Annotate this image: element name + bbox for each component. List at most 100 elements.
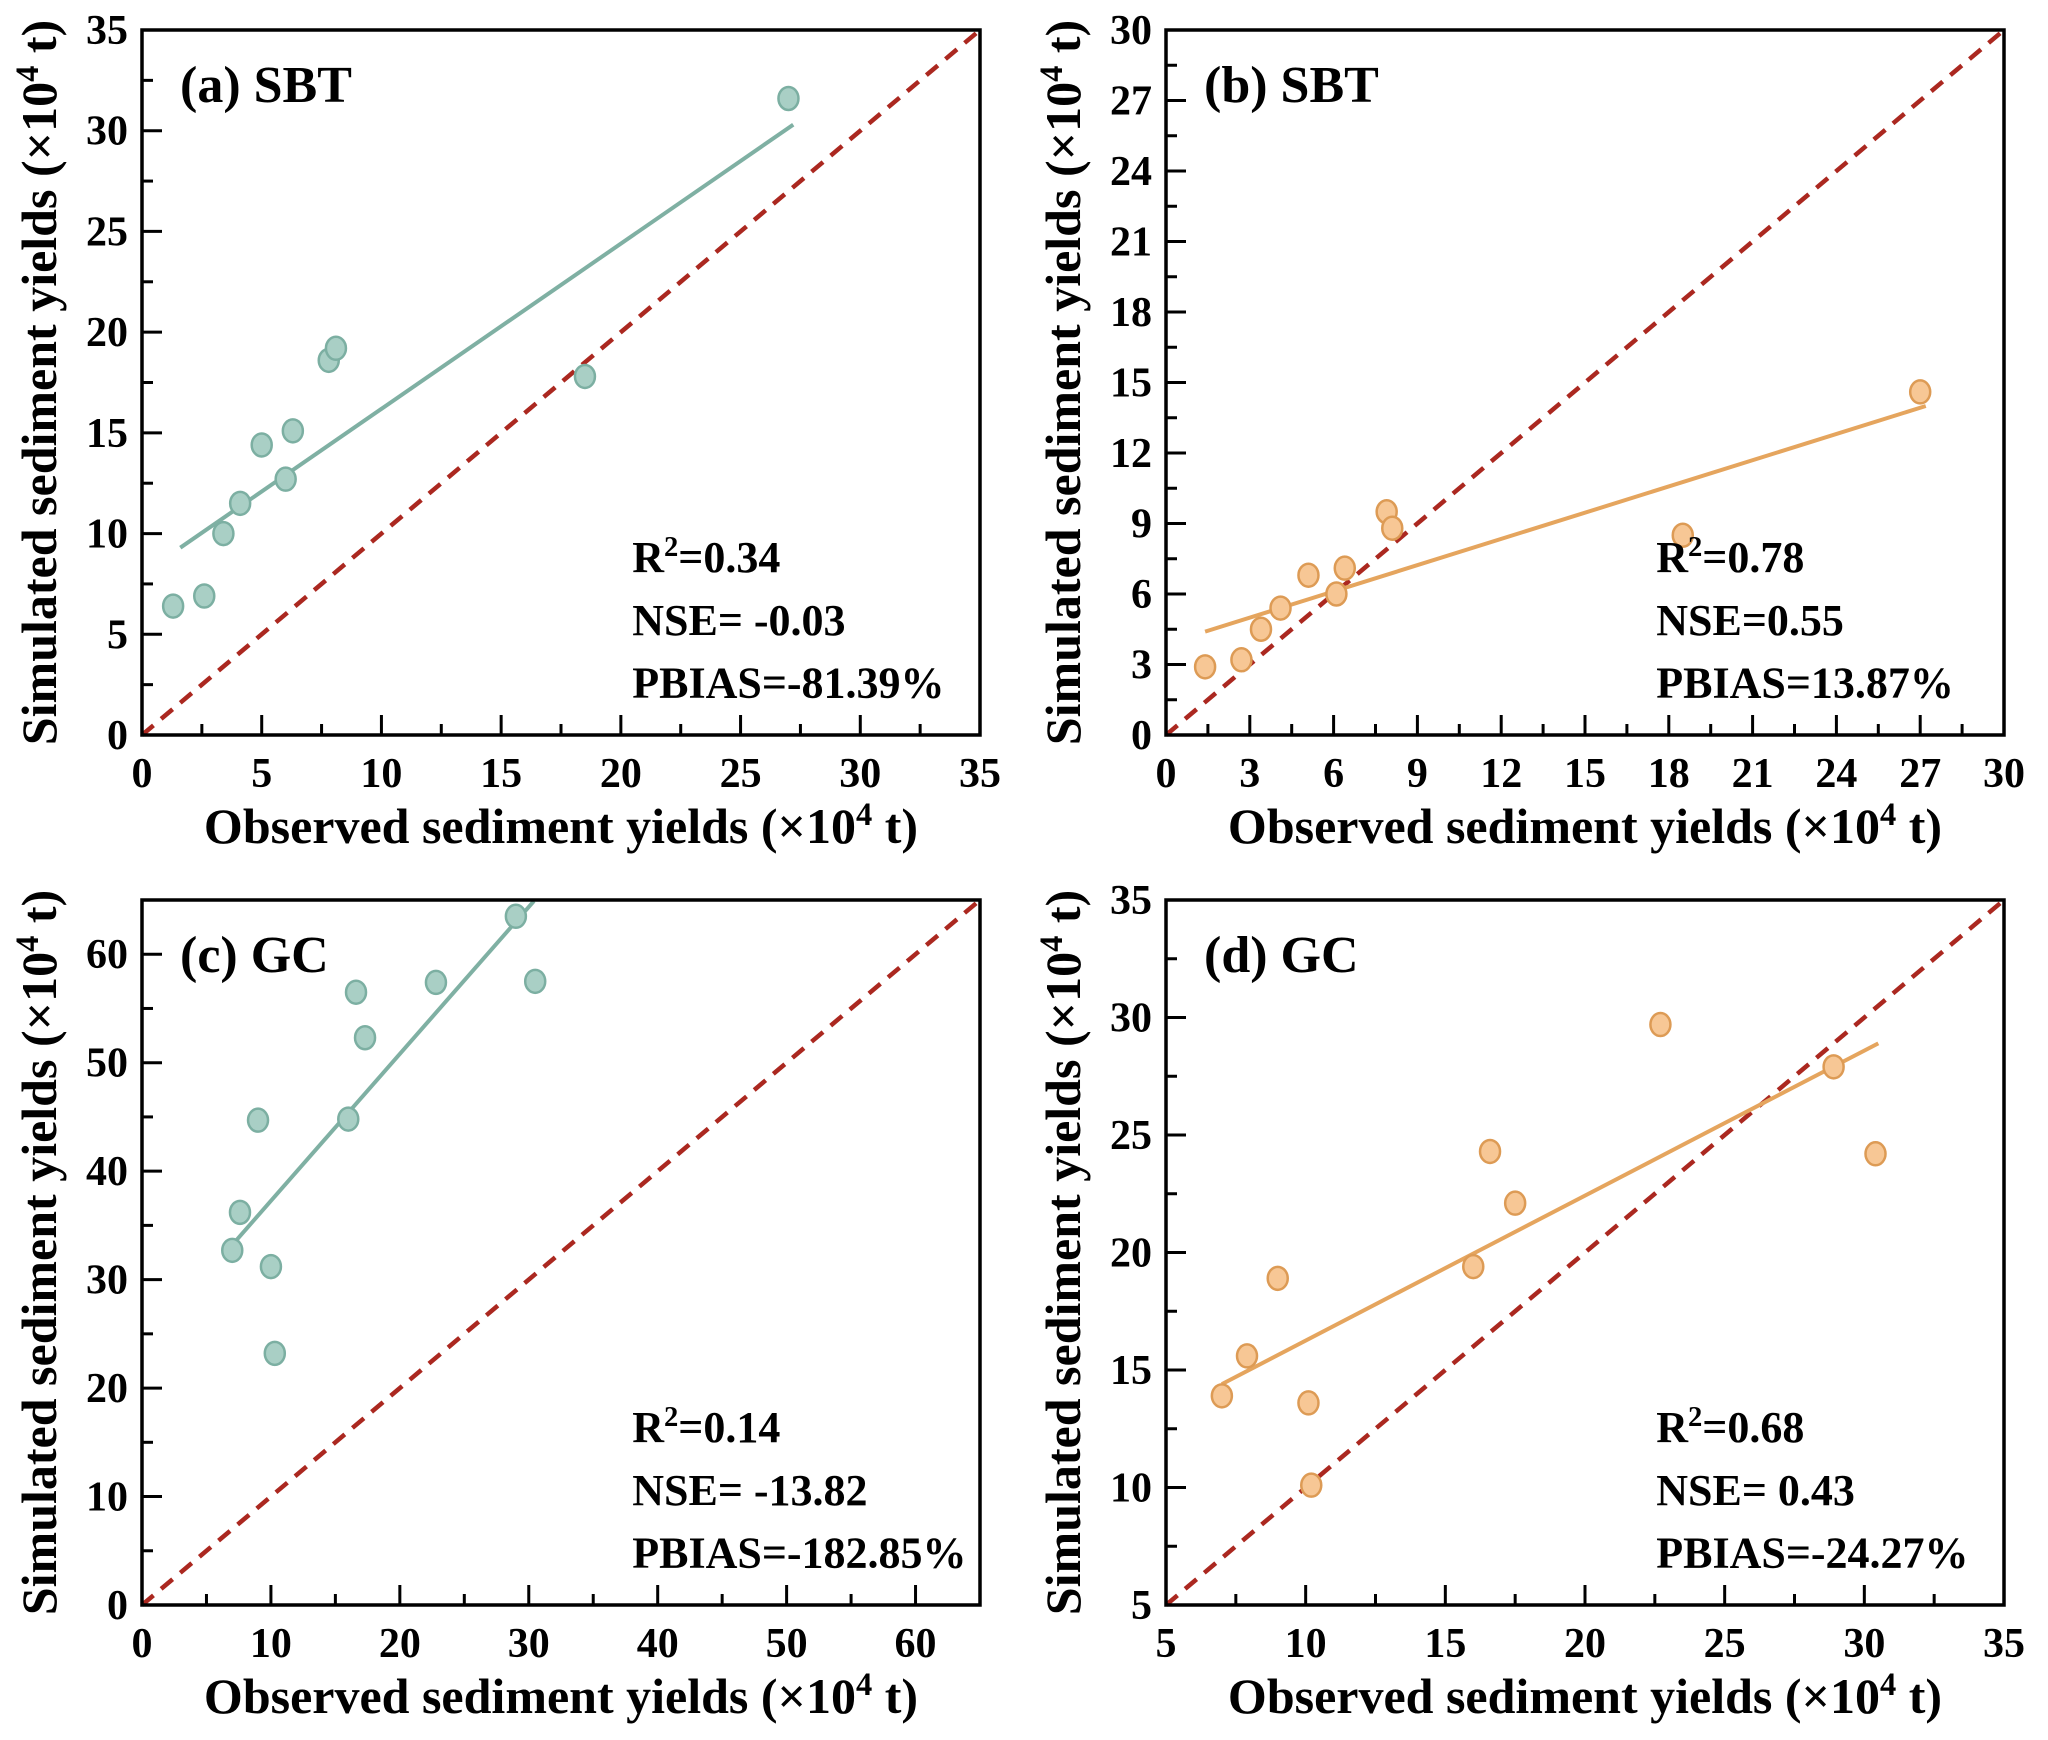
fit-line [1220,1041,1880,1386]
y-tick-label: 27 [1110,79,1152,125]
data-point [1462,1253,1485,1280]
x-tick-label: 15 [480,751,522,797]
y-axis-title: Simulated sediment yields (×104 t) [1034,890,1091,1615]
data-point [504,903,528,930]
y-axis-title: Simulated sediment yields (×104 t) [1034,20,1091,745]
data-point [1671,522,1695,548]
stat-r2: R2=0.34 [632,532,780,582]
y-tick-label: 18 [1110,290,1152,336]
data-point [344,979,368,1005]
x-tick-label: 24 [1815,751,1857,797]
x-tick-label: 27 [1899,751,1941,797]
data-point [1864,1141,1887,1167]
x-tick-label: 5 [1156,1621,1177,1667]
stat-nse: NSE= -0.03 [632,596,845,645]
data-point [1908,379,1932,405]
data-point [1478,1138,1502,1165]
data-point [573,363,597,390]
x-tick-label: 40 [637,1621,679,1667]
x-tick-label: 3 [1239,751,1260,797]
x-tick-label: 10 [360,751,402,797]
y-tick-label: 30 [86,1258,128,1304]
y-tick-label: 10 [86,1475,128,1521]
data-point [1503,1190,1527,1216]
data-point [777,85,800,112]
x-tick-label: 35 [1983,1621,2025,1667]
data-point [1333,555,1357,581]
x-tick-label: 5 [251,751,272,797]
identity-line [140,28,982,737]
data-point [1381,515,1404,541]
y-tick-label: 3 [1131,643,1152,689]
data-point [1266,1265,1289,1292]
data-point [1210,1383,1234,1409]
data-point [1297,562,1320,588]
data-point [193,583,216,609]
stat-nse: NSE=0.55 [1656,596,1844,645]
x-tick-label: 15 [1424,1621,1466,1667]
x-tick-label: 30 [508,1621,550,1667]
y-tick-label: 35 [86,8,128,54]
identity-line [140,898,982,1607]
panel-title: (b) SBT [1204,57,1379,114]
stat-pbias: PBIAS=-182.85% [632,1529,966,1578]
data-point [1269,595,1292,621]
y-tick-label: 30 [1110,8,1152,54]
data-point [1235,1343,1259,1369]
panel-a-chart: 0 5 10 15 20 25 30 35 0 5 10 15 20 25 30 35 (a) SBT Obser… [10,8,1001,854]
x-tick-label: 12 [1480,751,1522,797]
y-tick-label: 15 [86,411,128,457]
panel-b-chart: 0 3 6 9 12 15 18 21 24 27 30 0 3 6 9 12 15 18 21 24 27 30 (b) … [1034,8,2025,854]
data-point [228,1199,252,1226]
stat-nse: NSE= 0.43 [1656,1466,1855,1515]
panel-title: (a) SBT [180,57,352,114]
x-axis-title: Observed sediment yields (×104 t) [1228,797,1942,854]
panel-c-chart: 0 10 20 30 40 50 60 0 10 20 30 40 50 60 (c) GC Observed… [10,890,982,1724]
y-tick-label: 0 [1131,713,1152,759]
x-tick-label: 20 [379,1621,421,1667]
stat-pbias: PBIAS=13.87% [1656,659,1954,708]
x-tick-label: 9 [1407,751,1428,797]
stat-nse: NSE= -13.82 [632,1466,867,1515]
fit-line [230,899,536,1247]
x-tick-label: 60 [895,1621,937,1667]
plot-border [140,898,982,1607]
fit-line [179,123,795,550]
data-point [1193,654,1217,680]
identity-line [1164,28,2006,737]
data-point [250,432,273,458]
x-tick-label: 20 [1564,1621,1606,1667]
y-tick-label: 60 [86,932,128,978]
y-tick-label: 6 [1131,572,1152,618]
y-tick-label: 21 [1110,220,1152,266]
x-axis-title: Observed sediment yields (×104 t) [1228,1667,1942,1724]
data-point [424,969,448,996]
data-point [1325,581,1348,607]
panel-d-chart: 5 10 15 20 25 30 35 5 10 15 20 25 30 35 (d) GC Observed… [1034,878,2025,1724]
data-point [1249,616,1273,642]
x-tick-label: 6 [1323,751,1344,797]
x-tick-label: 21 [1732,751,1774,797]
y-tick-label: 12 [1110,431,1152,477]
y-tick-label: 10 [1110,1466,1152,1512]
y-tick-label: 10 [86,512,128,558]
y-tick-label: 30 [1110,996,1152,1042]
y-tick-label: 20 [86,1366,128,1412]
x-tick-label: 0 [132,751,153,797]
data-point [281,418,305,444]
y-tick-label: 25 [86,209,128,255]
x-tick-label: 10 [250,1621,292,1667]
data-point [1230,647,1253,673]
data-point [220,1237,244,1264]
x-tick-label: 30 [839,751,881,797]
y-tick-label: 0 [107,713,128,759]
data-point [263,1340,287,1367]
y-tick-label: 50 [86,1041,128,1087]
data-point [212,520,235,547]
data-point [523,968,547,995]
data-point [337,1106,360,1132]
y-tick-label: 15 [1110,361,1152,407]
x-tick-label: 0 [132,1621,153,1667]
y-tick-label: 15 [1110,1348,1152,1394]
